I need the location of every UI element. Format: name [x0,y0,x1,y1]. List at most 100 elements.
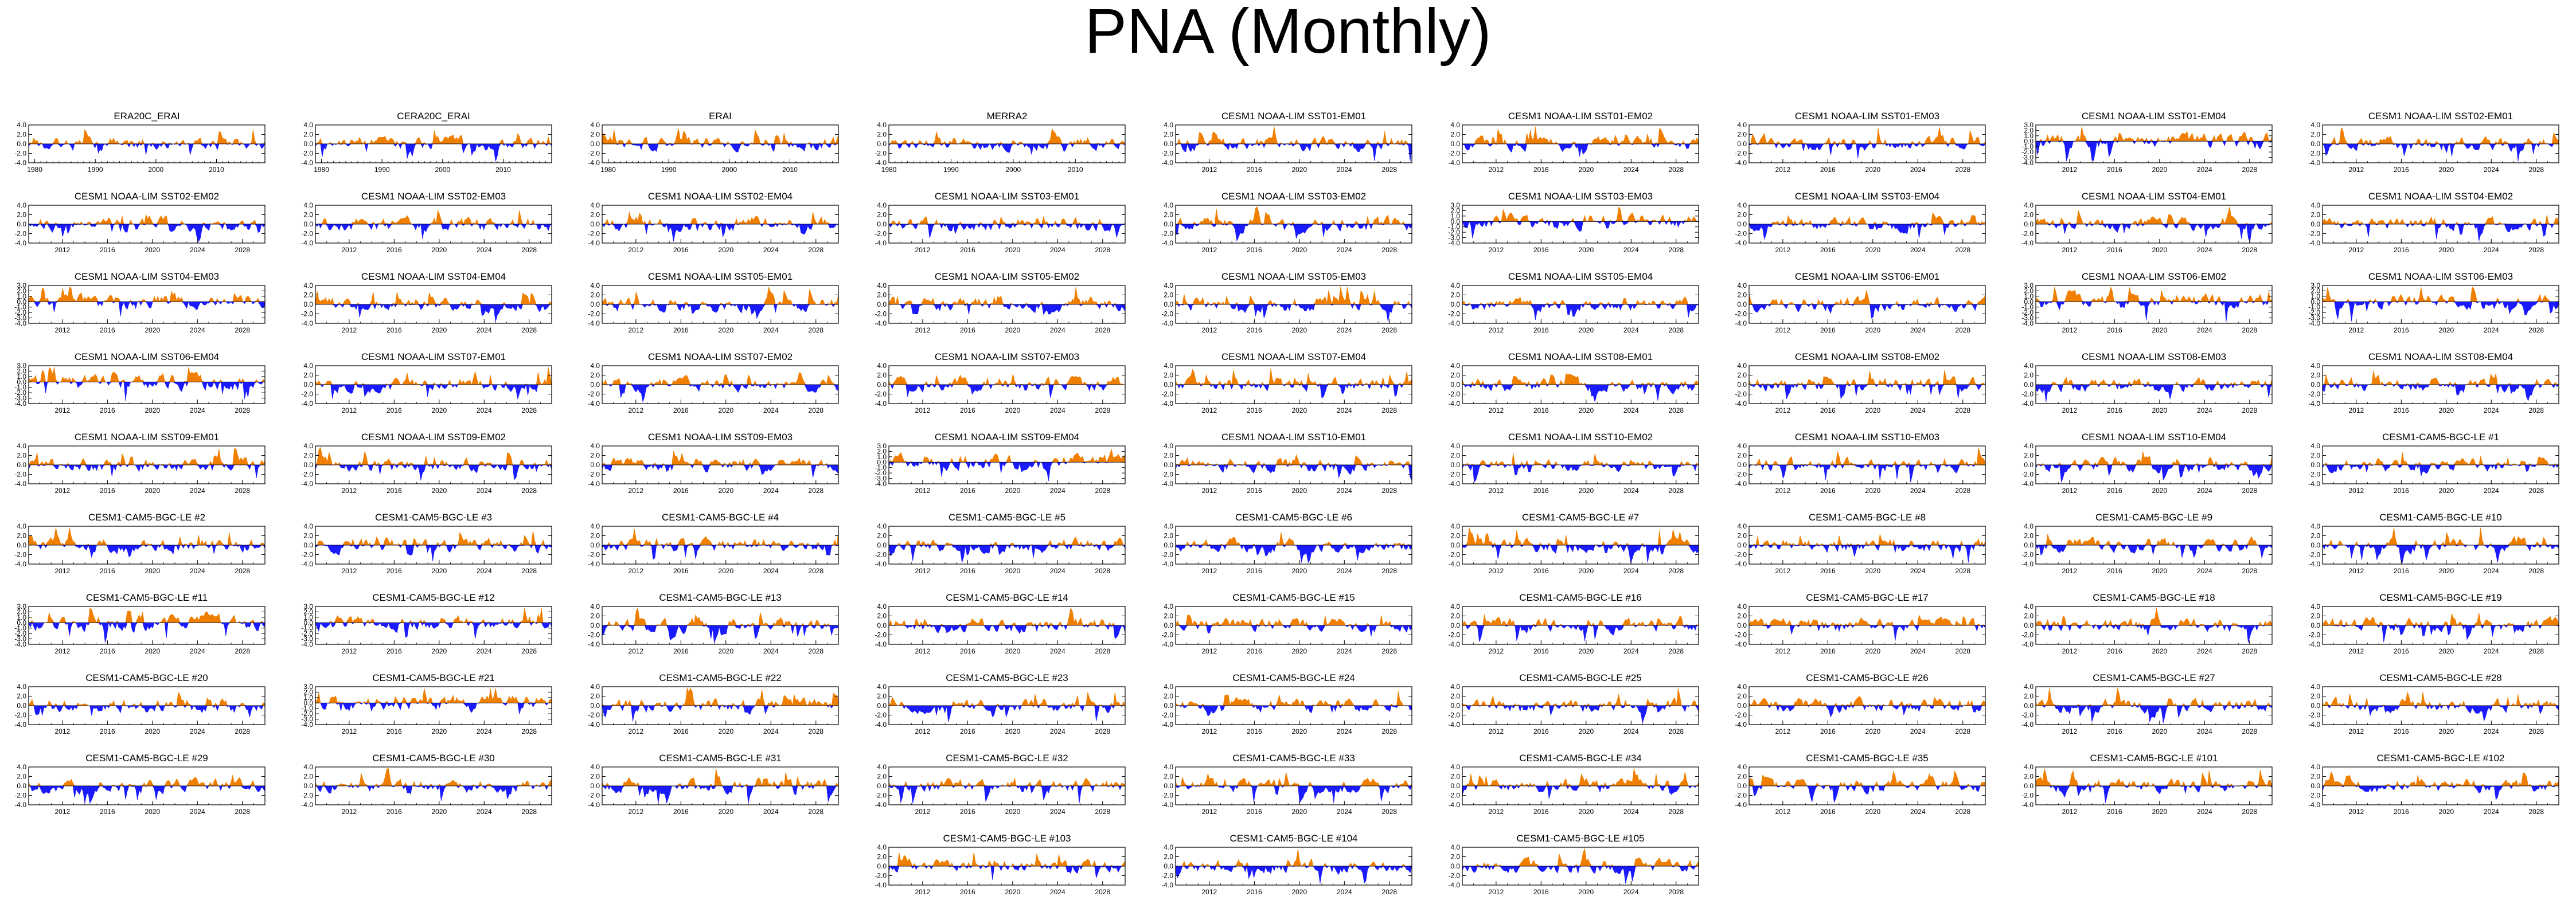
x-tick-label: 2016 [1247,727,1262,735]
y-tick-label: 4.0 [1164,442,1173,450]
y-tick-label: -3.0 [875,475,887,483]
x-tick-label: 2012 [1775,487,1791,495]
y-tick-label: 4.0 [1450,362,1460,370]
x-tick-label: 2016 [2107,406,2122,414]
x-tick-label: 2028 [521,246,537,254]
x-tick-label: 2016 [387,487,402,495]
x-tick-label: 2024 [1337,487,1352,495]
x-tick-label: 2012 [915,567,931,575]
y-tick-label: 0.0 [2024,702,2034,710]
x-tick-label: 2016 [1820,406,1836,414]
x-tick-label: 2020 [2438,246,2454,254]
y-tick-label: 2.0 [590,532,600,540]
y-tick-label: -1.0 [875,464,887,472]
y-tick-label: -2.0 [1735,471,1747,479]
negative-area [602,143,838,152]
y-tick-label: 0.0 [17,220,26,228]
subplot: CESM1 NOAA-LIM SST09-EM02 4.0 2.00.0 -2.0-4… [301,432,552,495]
positive-area [2322,691,2559,706]
y-tick-label: -4.0 [1448,400,1460,408]
x-tick-label: 2020 [718,647,733,655]
subplot-title: CESM1-CAM5-BGC-LE #7 [1522,512,1639,523]
y-tick-label: -4.0 [1735,801,1747,809]
y-tick-label: -2.0 [14,471,26,479]
subplot: CESM1-CAM5-BGC-LE #12 3.02.01.00.0-1.0-2.… [301,592,552,655]
subplot-title: CESM1-CAM5-BGC-LE #28 [2379,672,2502,683]
x-tick-label: 2028 [235,487,250,495]
x-tick-label: 2024 [1623,567,1639,575]
y-tick-label: -2.0 [1161,230,1173,238]
negative-area [2322,301,2559,322]
negative-area [1462,221,1699,238]
x-tick-label: 2012 [2062,326,2078,334]
x-tick-label: 2016 [1820,487,1836,495]
x-tick-label: 2020 [1005,647,1020,655]
negative-area [1462,143,1699,157]
x-tick-label: 2016 [387,246,402,254]
y-tick-label: -2.0 [2308,551,2320,559]
negative-area [1176,304,1412,322]
y-tick-label: -4.0 [2021,801,2034,809]
y-tick-label: 0.0 [877,782,887,790]
y-tick-label: 2.0 [1164,853,1173,861]
y-tick-label: 1.0 [303,694,313,702]
subplot: CESM1-CAM5-BGC-LE #32 4.0 2.00.0 -2.0-4.0 20… [875,753,1126,816]
positive-area [2323,452,2559,465]
subplot-title: CESM1-CAM5-BGC-LE #103 [943,833,1071,844]
x-tick-label: 2024 [2197,647,2212,655]
positive-area [29,214,265,225]
x-tick-label: 2016 [1820,727,1836,735]
x-tick-label: 2020 [145,808,160,816]
y-tick-label: 4.0 [1737,362,1747,370]
x-tick-label: 2028 [1381,647,1397,655]
x-tick-label: 2024 [2484,166,2499,174]
x-tick-label: 2028 [2242,246,2257,254]
x-tick-label: 2012 [55,808,71,816]
y-tick-label: -4.0 [875,801,887,809]
subplot-title: CESM1 NOAA-LIM SST01-EM02 [1508,111,1653,122]
positive-area [602,451,838,465]
y-tick-label: -4.0 [14,560,26,568]
y-tick-label: -4.0 [2308,801,2320,809]
x-tick-label: 2024 [763,727,779,735]
x-tick-label: 2028 [1095,487,1110,495]
x-tick-label: 2016 [673,727,689,735]
x-tick-label: 2024 [1337,246,1352,254]
x-tick-label: 2016 [1247,166,1262,174]
y-tick-label: 4.0 [1450,522,1460,530]
y-tick-label: 4.0 [1737,121,1747,129]
y-tick-label: 0.0 [1450,300,1460,308]
x-tick-label: 2010 [1068,166,1083,174]
y-tick-label: 0.0 [2024,137,2034,145]
x-tick-label: 2020 [145,487,160,495]
x-tick-label: 2016 [100,326,115,334]
subplot: CESM1 NOAA-LIM SST01-EM01 4.0 2.00.0 -2.0-4… [1161,111,1412,174]
subplot: CESM1 NOAA-LIM SST06-EM03 3.02.01.00.0-1.… [2308,271,2559,334]
positive-area [1749,534,1986,546]
y-tick-label: -2.0 [1448,631,1460,639]
subplot: CESM1 NOAA-LIM SST10-EM04 4.0 2.00.0 -2.0-4… [2021,432,2273,495]
y-tick-label: -2.0 [14,711,26,719]
x-tick-label: 2012 [2349,647,2364,655]
y-tick-label: 2.0 [2310,612,2320,620]
y-tick-label: -2.0 [1448,150,1460,158]
x-tick-label: 2024 [1337,326,1352,334]
x-tick-label: 2012 [55,406,71,414]
y-tick-label: 2.0 [590,692,600,700]
subplot-title: CESM1 NOAA-LIM SST03-EM04 [1795,191,1939,202]
y-tick-label: 0.0 [877,381,887,389]
y-tick-label: -2.0 [1161,471,1173,479]
x-tick-label: 2024 [2484,727,2499,735]
positive-area [888,216,1126,225]
y-tick-label: -2.0 [1735,150,1747,158]
x-tick-label: 2028 [1955,246,1970,254]
y-tick-label: 4.0 [17,121,26,129]
y-tick-label: 2.0 [1737,131,1747,139]
x-tick-label: 2024 [2197,326,2212,334]
y-tick-label: 0.0 [1737,461,1747,469]
y-tick-label: -2.0 [588,711,600,719]
x-tick-label: 2024 [1623,246,1639,254]
x-tick-label: 2028 [521,727,537,735]
